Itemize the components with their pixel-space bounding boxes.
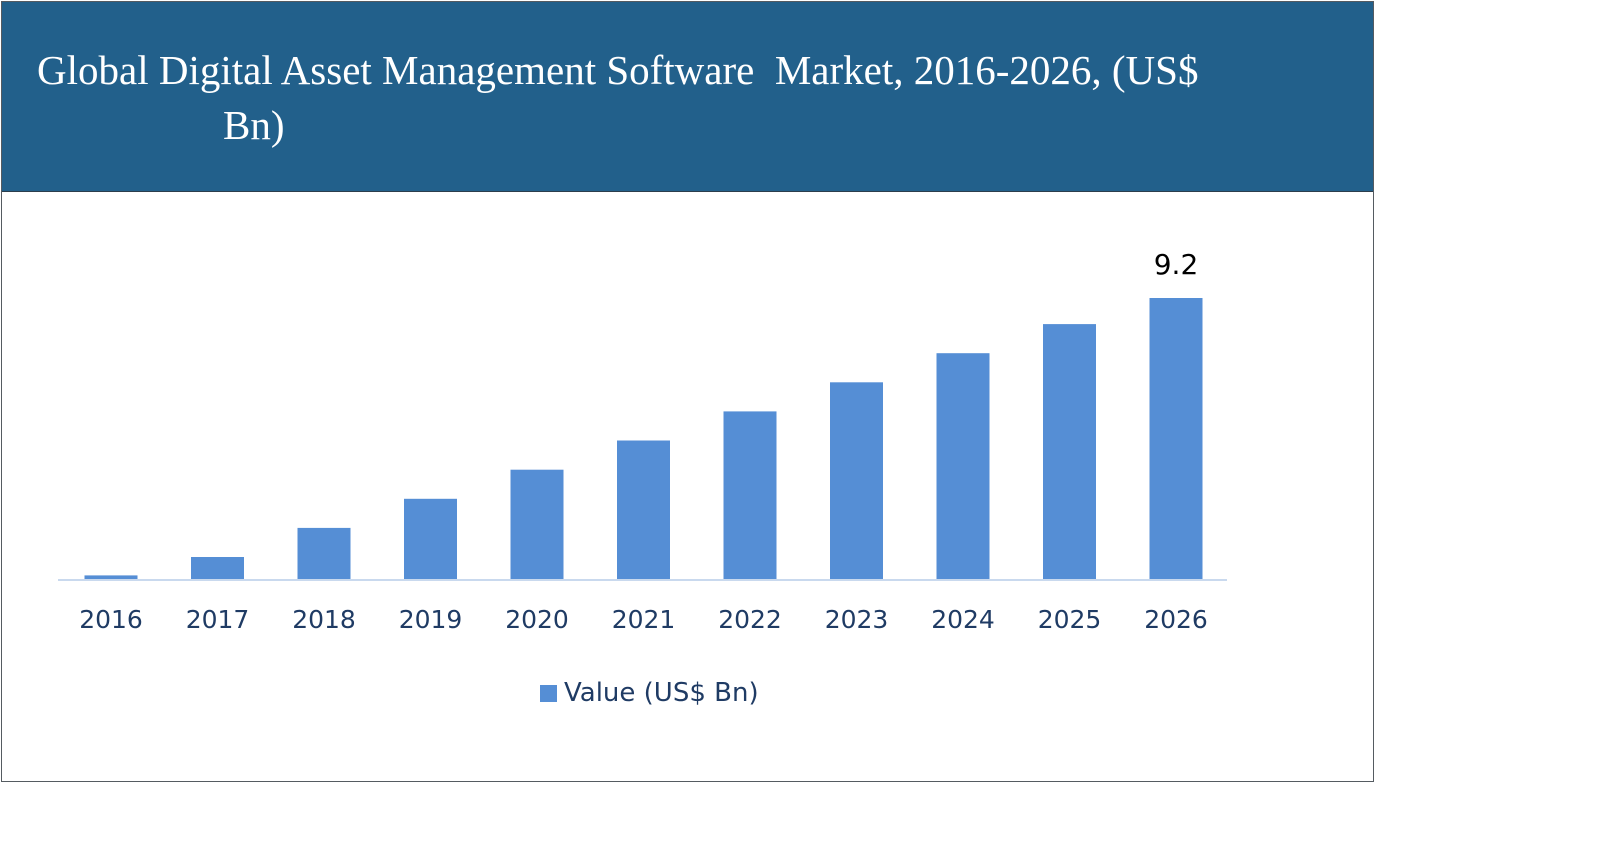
x-tick-label-2025: 2025 [1038, 605, 1102, 634]
x-tick-label-2021: 2021 [612, 605, 676, 634]
chart-title-line-1: Global Digital Asset Management Software… [37, 47, 1199, 93]
x-tick-label-2026: 2026 [1144, 605, 1208, 634]
legend-label: Value (US$ Bn) [564, 678, 759, 708]
x-tick-label-2016: 2016 [79, 605, 143, 634]
bar-2024 [936, 353, 990, 580]
chart-title-line-2: Bn) [223, 102, 285, 148]
bar-2023 [830, 382, 883, 580]
x-tick-label-2017: 2017 [186, 605, 250, 634]
bar-2021 [617, 440, 670, 580]
bar-2025 [1043, 324, 1096, 580]
chart-frame: Global Digital Asset Management Software… [1, 1, 1374, 782]
x-tick-labels-group: 2016 2017 2018 2019 2020 2021 2022 2023 2024 2025… [79, 605, 1208, 634]
bars-group [84, 298, 1203, 580]
bar-2026 [1149, 298, 1203, 580]
data-labels-group: 9.2 [1154, 248, 1199, 281]
bar-2017 [191, 557, 244, 580]
bar-2020 [510, 469, 564, 580]
bar-2019 [404, 498, 457, 580]
data-label-2026: 9.2 [1154, 248, 1199, 281]
bar-2022 [723, 411, 777, 580]
x-tick-label-2023: 2023 [825, 605, 889, 634]
x-tick-label-2020: 2020 [505, 605, 569, 634]
x-tick-label-2019: 2019 [399, 605, 463, 634]
x-tick-label-2018: 2018 [292, 605, 356, 634]
title-banner: Global Digital Asset Management Software… [2, 2, 1373, 192]
bar-2016 [84, 575, 138, 580]
legend-swatch [540, 684, 557, 702]
x-tick-label-2024: 2024 [931, 605, 995, 634]
legend: Value (US$ Bn) [540, 678, 759, 708]
bar-2018 [297, 527, 351, 580]
x-tick-label-2022: 2022 [718, 605, 782, 634]
